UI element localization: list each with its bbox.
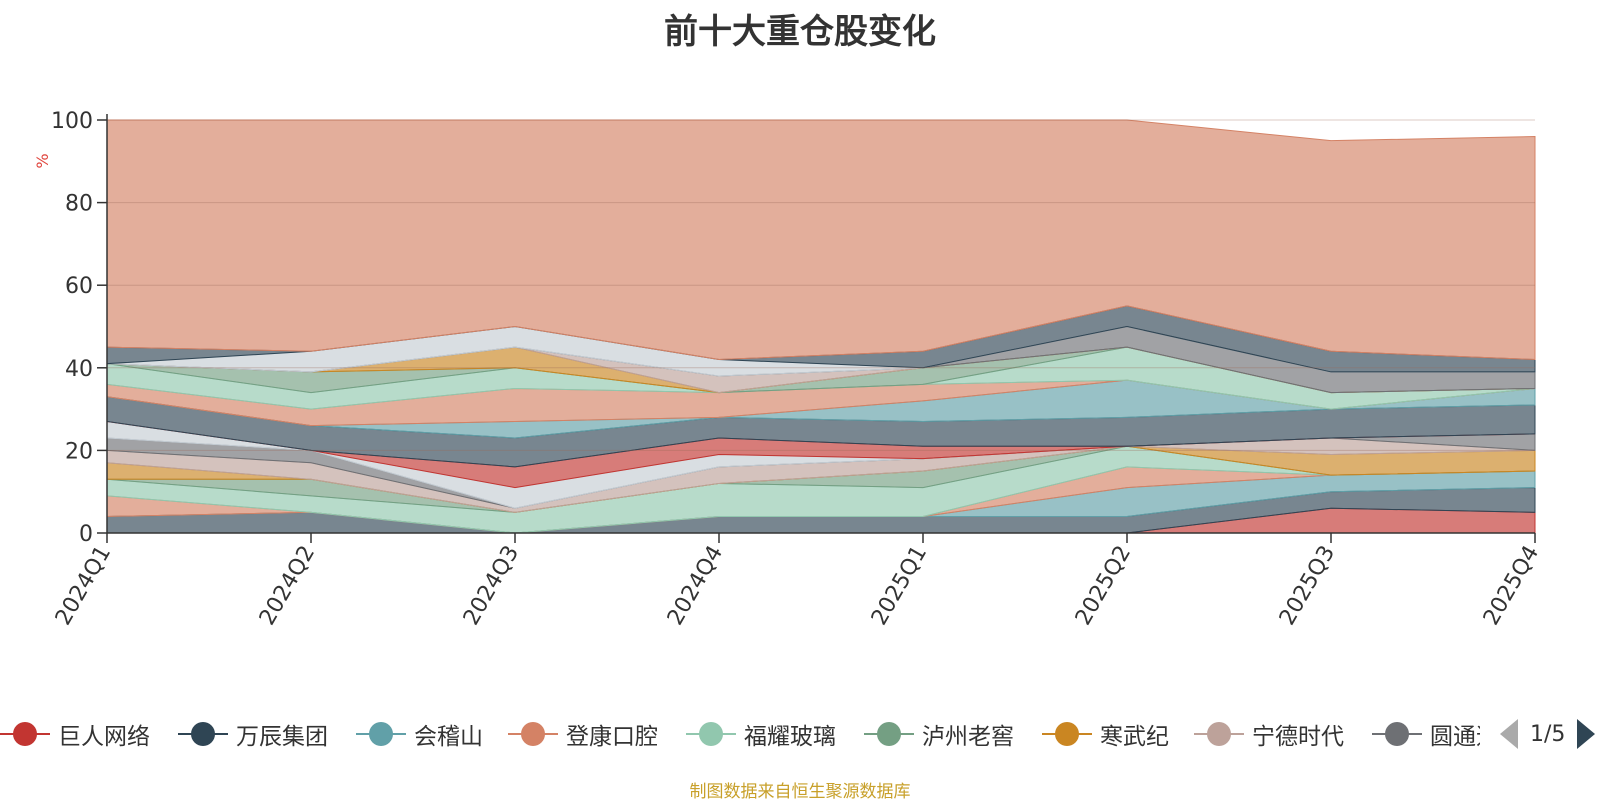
x-tick-label-3: 2024Q4: [663, 542, 728, 630]
y-tick-label-4: 80: [65, 192, 93, 217]
legend-item-1[interactable]: 万辰集团: [178, 712, 328, 756]
chart-title: 前十大重仓股变化: [664, 12, 936, 52]
legend-next-page-icon[interactable]: [1577, 719, 1596, 749]
legend: 巨人网络 万辰集团 会稽山 登康口腔 福耀玻璃 泸州老窖 寒武纪 宁德时代 圆通速递: [0, 712, 1480, 756]
legend-label: 寒武纪: [1100, 724, 1169, 750]
y-tick-label-0: 0: [79, 522, 93, 547]
source-note: 制图数据来自恒生聚源数据库: [689, 782, 911, 802]
x-tick-label-2: 2024Q3: [459, 542, 524, 630]
legend-label: 登康口腔: [566, 724, 658, 750]
y-tick-label-1: 20: [65, 439, 93, 464]
x-tick-label-0: 2024Q1: [51, 542, 116, 630]
legend-item-3[interactable]: 登康口腔: [508, 712, 658, 756]
area-layer: [106, 119, 1536, 534]
legend-label: 福耀玻璃: [744, 724, 836, 750]
area-series-21[interactable]: [106, 119, 1536, 361]
legend-label: 会稽山: [414, 724, 483, 750]
legend-page-indicator: 1/5: [1530, 721, 1566, 747]
legend-pager: 1/5: [1500, 716, 1596, 752]
legend-marker-icon: [1042, 712, 1092, 756]
y-tick-label-2: 40: [65, 357, 93, 382]
legend-label: 宁德时代: [1252, 724, 1344, 750]
legend-marker-icon: [1194, 712, 1244, 756]
legend-marker-icon: [356, 712, 406, 756]
legend-marker-icon: [508, 712, 558, 756]
legend-marker-icon: [1372, 712, 1422, 756]
legend-prev-page-icon[interactable]: [1500, 719, 1518, 749]
legend-item-7[interactable]: 宁德时代: [1194, 712, 1344, 756]
legend-item-4[interactable]: 福耀玻璃: [686, 712, 836, 756]
legend-marker-icon: [686, 712, 736, 756]
y-axis-label: %: [33, 153, 52, 168]
legend-marker-icon: [864, 712, 914, 756]
legend-item-8[interactable]: 圆通速递: [1372, 712, 1480, 756]
grid-layer: [107, 119, 1535, 451]
y-tick-label-3: 60: [65, 274, 93, 299]
legend-item-5[interactable]: 泸州老窖: [864, 712, 1014, 756]
legend-marker-icon: [0, 712, 50, 756]
legend-marker-icon: [178, 712, 228, 756]
y-tick-label-5: 100: [51, 109, 93, 134]
x-tick-label-1: 2024Q2: [255, 542, 320, 630]
legend-label: 万辰集团: [236, 724, 328, 750]
x-tick-label-5: 2025Q2: [1071, 542, 1136, 630]
legend-item-6[interactable]: 寒武纪: [1042, 712, 1169, 756]
x-tick-label-4: 2025Q1: [867, 542, 932, 630]
legend-item-2[interactable]: 会稽山: [356, 712, 483, 756]
x-tick-label-7: 2025Q4: [1479, 542, 1544, 630]
legend-label: 巨人网络: [58, 724, 150, 750]
legend-item-0[interactable]: 巨人网络: [0, 712, 150, 756]
legend-label: 圆通速递: [1430, 724, 1480, 750]
legend-label: 泸州老窖: [922, 724, 1014, 750]
x-tick-label-6: 2025Q3: [1275, 542, 1340, 630]
